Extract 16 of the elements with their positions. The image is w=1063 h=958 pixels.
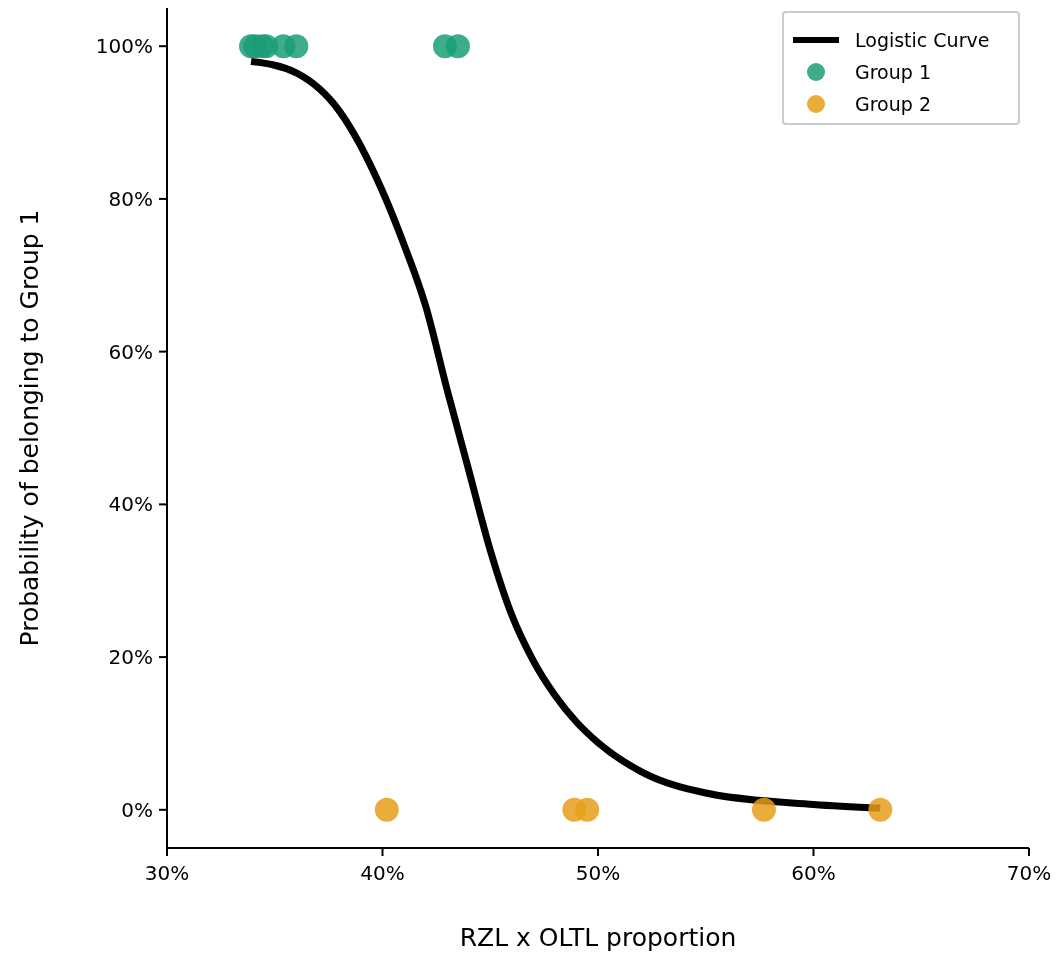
x-tick-label: 70% (1006, 861, 1052, 885)
y-tick-label: 60% (108, 339, 153, 364)
x-tick-label: 50% (575, 861, 621, 885)
x-tick-label: 30% (144, 861, 190, 885)
legend-label: Group 2 (855, 93, 931, 115)
y-tick-label: 20% (108, 645, 153, 670)
legend-label: Logistic Curve (855, 29, 990, 51)
legend-label: Group 1 (855, 61, 931, 83)
x-tick-label: 60% (791, 861, 836, 885)
y-tick-label: 100% (95, 34, 153, 59)
y-axis-title: Probability of belonging to Group 1 (15, 209, 44, 647)
x-axis-title: RZL x OLTL proportion (459, 923, 737, 952)
x-tick-label: 40% (360, 861, 405, 885)
y-tick-label: 0% (121, 797, 153, 822)
y-tick-label: 80% (108, 186, 153, 211)
y-tick-label: 40% (108, 492, 153, 517)
